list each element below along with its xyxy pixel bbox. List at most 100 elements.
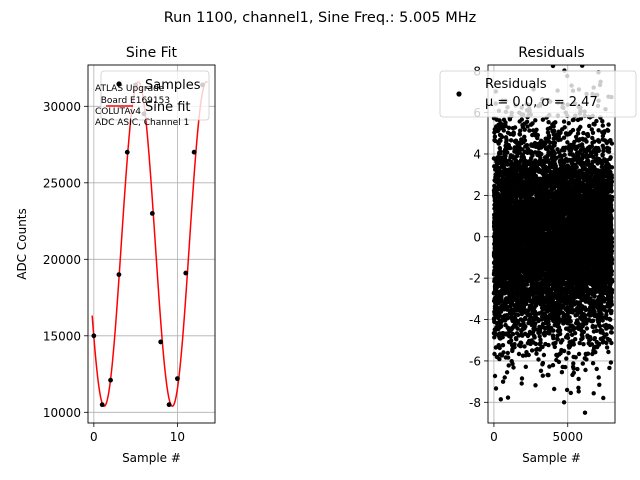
residuals-ytick-label: 0: [473, 230, 481, 244]
sine-fit-frame: [87, 64, 216, 424]
residual-point: [498, 149, 503, 154]
residual-point: [533, 321, 538, 326]
residual-point: [505, 350, 510, 356]
sample-point: [116, 272, 122, 277]
residuals-title: Residuals: [518, 45, 584, 61]
residual-point: [505, 150, 510, 155]
sine-fit-curve: [91, 81, 209, 407]
residual-points: [491, 52, 615, 466]
residual-point: [504, 138, 509, 143]
residual-point: [523, 316, 528, 322]
legend-samples-label: Samples: [145, 78, 201, 93]
residual-point: [530, 121, 535, 126]
residual-point: [546, 135, 552, 140]
residual-point: [523, 364, 528, 369]
residual-point: [561, 119, 567, 124]
residual-point: [524, 119, 530, 125]
residual-point: [515, 326, 520, 331]
residual-point: [508, 145, 513, 151]
sample-point: [149, 211, 155, 216]
residual-point: [512, 342, 517, 347]
residual-point: [519, 381, 524, 386]
residual-point: [558, 331, 563, 337]
suptitle: Run 1100, channel1, Sine Freq.: 5.005 MH…: [164, 10, 477, 26]
residual-point: [530, 153, 535, 158]
residual-point: [503, 120, 508, 125]
residual-point: [546, 342, 551, 348]
residual-point: [522, 344, 527, 349]
residual-point: [540, 373, 545, 378]
residual-point: [512, 125, 518, 130]
residual-point: [527, 128, 532, 133]
residual-point: [534, 127, 539, 132]
residual-point: [520, 179, 526, 184]
sine-fit-xlabel: Sample #: [122, 451, 181, 465]
residual-point: [497, 356, 502, 362]
residual-point: [498, 138, 503, 143]
residual-point: [551, 336, 556, 341]
residual-point: [535, 162, 540, 168]
residual-point: [498, 397, 503, 402]
sine-fit-ytick-label: 30000: [43, 100, 81, 114]
sine-fit-legend-box: [100, 70, 210, 121]
residual-point: [555, 337, 560, 342]
residual-point: [504, 462, 508, 466]
residual-point: [559, 370, 565, 375]
residual-point: [492, 351, 497, 357]
residual-point: [492, 134, 498, 139]
residual-point: [536, 357, 541, 362]
residual-point: [552, 344, 557, 350]
sample-point: [191, 149, 197, 155]
residual-point: [563, 364, 568, 370]
legend-sine-fit-label: Sine fit: [145, 100, 191, 115]
residual-point: [503, 124, 508, 129]
residual-point: [497, 345, 502, 351]
residual-point: [519, 340, 524, 346]
residual-point: [519, 376, 525, 381]
sine-fit-ytick-label: 20000: [43, 253, 81, 267]
residual-point: [540, 117, 546, 122]
sample-points: [91, 82, 205, 408]
sample-point: [108, 377, 113, 383]
sine-fit-ytick-label: 15000: [43, 329, 81, 343]
sample-point: [175, 376, 180, 382]
residual-point: [529, 348, 535, 353]
residual-point: [500, 335, 505, 340]
residual-point: [540, 360, 546, 366]
residual-point: [524, 301, 529, 307]
legend-samples-marker: [116, 81, 122, 87]
residual-point: [500, 343, 506, 348]
residual-point: [556, 359, 562, 365]
residual-point: [529, 149, 534, 154]
residual-point: [511, 365, 516, 370]
residual-point: [517, 132, 523, 137]
residual-point: [562, 125, 567, 130]
residual-point: [508, 138, 514, 143]
sample-point: [183, 270, 189, 276]
residual-point: [541, 352, 547, 358]
residual-point: [510, 331, 516, 337]
residual-point: [511, 131, 516, 137]
residuals-ytick-label: 2: [473, 189, 481, 203]
residual-point: [522, 127, 527, 132]
residuals-ytick-label: 4: [473, 147, 481, 161]
residual-point: [503, 153, 508, 159]
residual-point: [535, 133, 540, 138]
residual-point: [514, 337, 519, 342]
residuals-ytick-label: -6: [469, 354, 481, 368]
residual-point: [525, 124, 530, 129]
residual-point: [546, 372, 551, 378]
annotation-line-3: COLUTAv4: [95, 107, 141, 117]
residual-point: [524, 282, 530, 287]
residual-point: [500, 52, 504, 56]
residual-point: [505, 395, 511, 400]
residual-point: [550, 65, 556, 69]
residual-point: [516, 351, 522, 357]
residuals-xtick-label: 0: [490, 430, 498, 444]
residual-point: [533, 383, 538, 388]
residual-point: [501, 350, 506, 355]
residual-point: [560, 338, 565, 343]
